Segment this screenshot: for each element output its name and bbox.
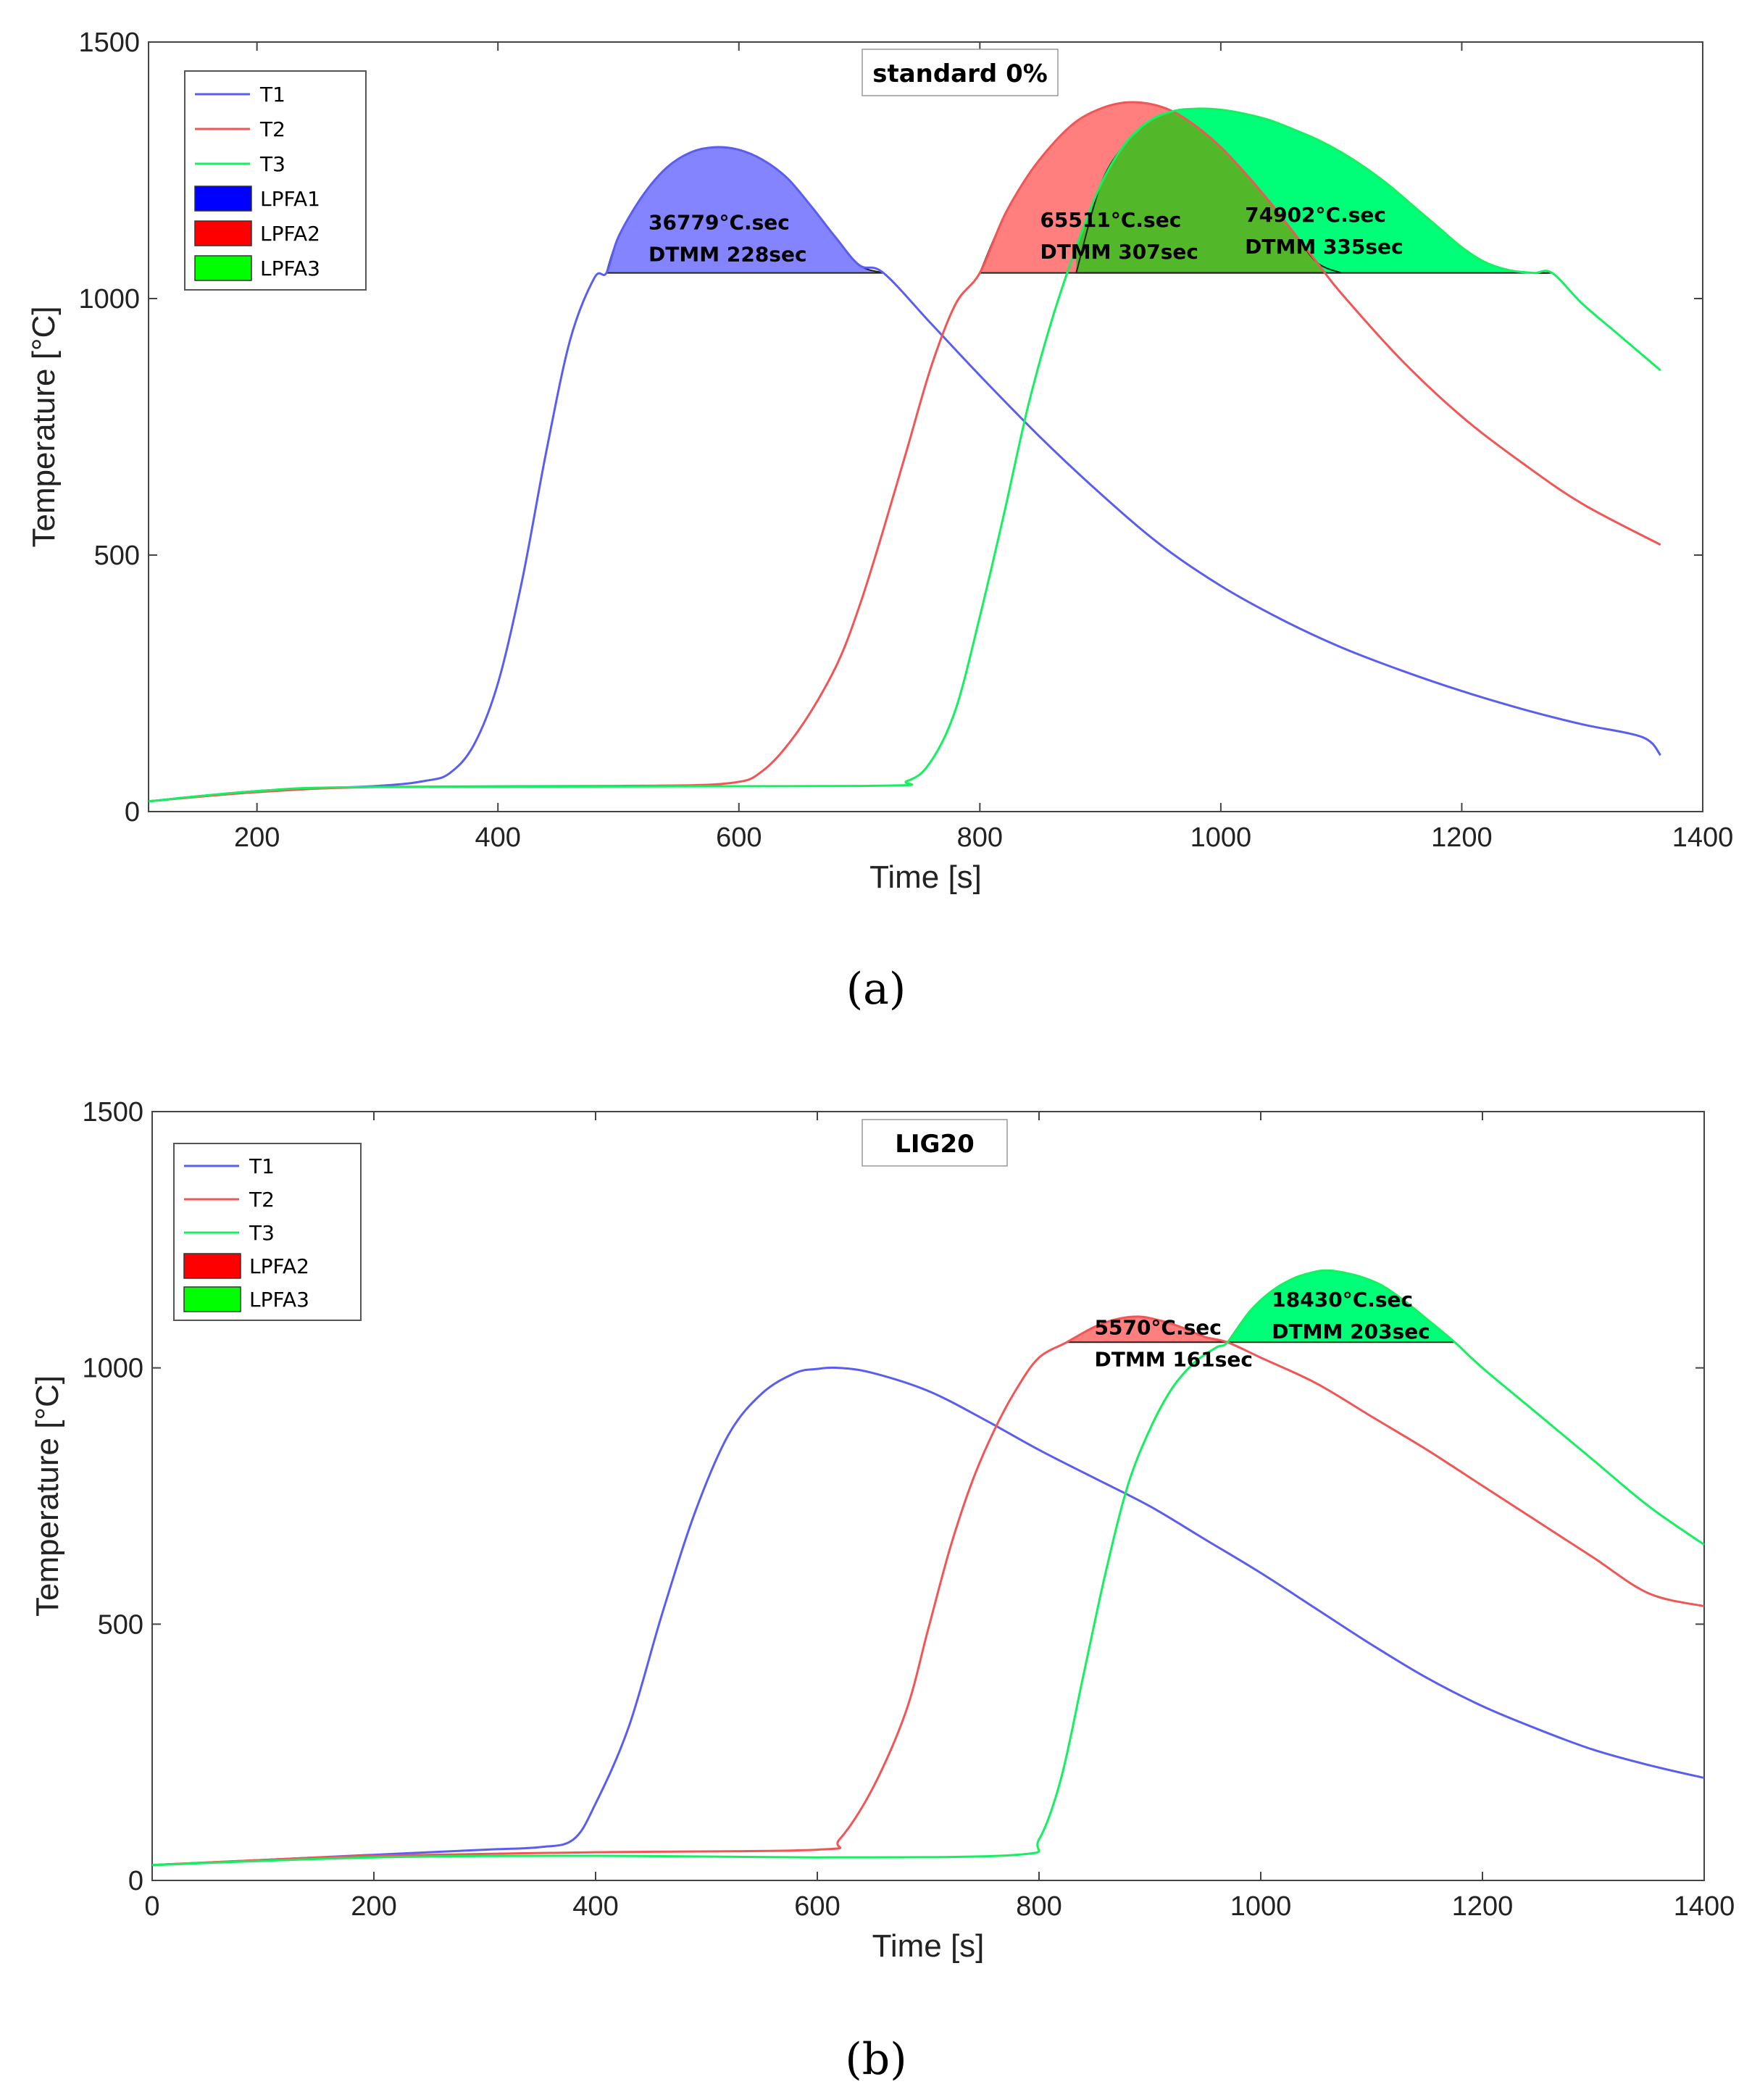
legend-label-t2: T2	[249, 1188, 275, 1212]
y-axis-label: Temperature [°C]	[26, 306, 62, 547]
series-line-t1	[151, 1366, 1705, 1867]
x-tick-label: 1000	[1230, 1891, 1292, 1922]
y-tick-label: 0	[128, 1866, 143, 1896]
plot-area	[151, 1111, 1705, 1881]
lpfa-dtmm-label-t1: DTMM 228sec	[648, 242, 807, 266]
x-tick-label: 600	[794, 1891, 840, 1922]
series-line-t2	[151, 1315, 1705, 1867]
legend-label-t2: T2	[259, 117, 285, 141]
lpfa-value-label-t3: 74902°C.sec	[1245, 203, 1386, 227]
y-tick-label: 1000	[82, 1354, 143, 1384]
panel-label-b: (b)	[845, 2034, 906, 2085]
legend-patch-lpfa3	[183, 1286, 241, 1312]
lpfa-value-label-t2: 65511°C.sec	[1040, 208, 1181, 232]
lpfa-dtmm-label-t2: DTMM 161sec	[1095, 1348, 1253, 1372]
chart-title-box	[862, 1119, 1008, 1167]
x-tick-label: 600	[716, 822, 762, 853]
legend-label-t3: T3	[249, 1221, 275, 1245]
lpfa-area-t3	[1227, 1270, 1455, 1343]
x-axis-label: Time [s]	[872, 1928, 985, 1964]
series-line-t3	[148, 107, 1661, 803]
lpfa-value-label-t3: 18430°C.sec	[1272, 1288, 1413, 1312]
x-tick-label: 1000	[1190, 822, 1252, 853]
lpfa-dtmm-label-t3: DTMM 335sec	[1245, 235, 1403, 259]
legend-patch-lpfa3	[194, 255, 252, 281]
y-tick-label: 1500	[78, 28, 140, 58]
y-axis-label: Temperature [°C]	[30, 1375, 65, 1617]
x-tick-label: 400	[572, 1891, 618, 1922]
legend-label-t1: T1	[259, 83, 285, 107]
y-tick-label: 0	[125, 797, 140, 828]
legend-label-t3: T3	[259, 152, 285, 176]
plot-area	[148, 41, 1703, 812]
x-tick-label: 1400	[1674, 1891, 1735, 1922]
legend-label-lpfa3: LPFA3	[260, 257, 320, 280]
x-tick-label: 800	[957, 822, 1003, 853]
x-axis-label: Time [s]	[869, 859, 982, 895]
legend-patch-lpfa2	[194, 220, 252, 246]
y-tick-label: 500	[94, 541, 140, 571]
chart-title: standard 0%	[872, 59, 1048, 88]
x-tick-label: 200	[351, 1891, 396, 1922]
y-tick-label: 1500	[82, 1097, 143, 1128]
x-tick-label: 200	[234, 822, 280, 853]
series-line-t2	[148, 101, 1661, 803]
legend-box	[184, 70, 367, 291]
chart-panel-b: 0 200 400 600 800 1000 1200 1400 0 500 1000 1500 Tim…	[30, 1097, 1735, 1964]
x-tick-label: 800	[1016, 1891, 1061, 1922]
x-tick-label: 1200	[1452, 1891, 1514, 1922]
series-line-t3	[151, 1269, 1705, 1867]
lpfa-value-label-t2: 5570°C.sec	[1095, 1316, 1222, 1340]
lpfa-dtmm-label-t3: DTMM 203sec	[1272, 1320, 1430, 1343]
chart-panel-a: 200 400 600 800 1000 1200 1400 0 500 1000 1500 Time…	[26, 28, 1733, 895]
x-tick-label: 0	[144, 1891, 159, 1922]
legend-label-lpfa1: LPFA1	[260, 187, 320, 211]
legend-label-lpfa3: LPFA3	[249, 1288, 309, 1312]
legend-label-t1: T1	[249, 1154, 275, 1178]
legend-patch-lpfa2	[183, 1253, 241, 1279]
y-tick-label: 500	[98, 1609, 143, 1640]
legend-patch-lpfa1	[194, 186, 252, 212]
lpfa-area-t1	[606, 146, 884, 273]
legend-label-lpfa2: LPFA2	[249, 1254, 309, 1278]
x-tick-label: 1400	[1672, 822, 1734, 853]
panel-label-a: (a)	[846, 964, 906, 1014]
x-tick-label: 1200	[1431, 822, 1493, 853]
legend-label-lpfa2: LPFA2	[260, 222, 320, 246]
lpfa-value-label-t1: 36779°C.sec	[648, 210, 790, 234]
chart-title-box	[862, 49, 1059, 96]
y-tick-label: 1000	[78, 284, 140, 314]
x-tick-label: 400	[475, 822, 521, 853]
series-line-t1	[148, 146, 1661, 803]
lpfa-overlap-area	[1076, 111, 1342, 273]
chart-title: LIG20	[895, 1130, 975, 1159]
lpfa-dtmm-label-t2: DTMM 307sec	[1040, 240, 1198, 264]
